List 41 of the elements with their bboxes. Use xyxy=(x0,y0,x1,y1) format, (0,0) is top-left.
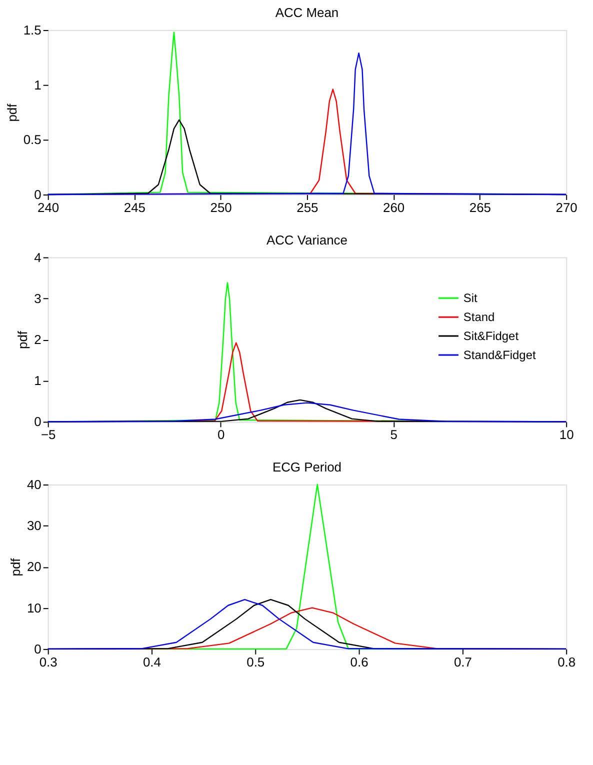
x-tick-label: 5 xyxy=(390,427,398,442)
x-tick-label: 0.5 xyxy=(246,654,265,670)
x-tick-label: 260 xyxy=(383,200,405,215)
x-tick-label: 0.3 xyxy=(39,654,58,670)
x-tick-label: 10 xyxy=(559,427,574,442)
y-tick-label: 3 xyxy=(34,290,42,306)
y-tick-label: 1.5 xyxy=(23,22,42,38)
y-tick-label: 0 xyxy=(34,414,42,430)
chart-title: ACC Mean xyxy=(275,5,339,20)
y-tick-label: 1 xyxy=(34,77,42,92)
x-tick-label: 0.4 xyxy=(142,654,161,670)
y-tick-label: 20 xyxy=(26,559,42,574)
x-tick-label: 0.7 xyxy=(454,654,472,670)
x-tick-label: 255 xyxy=(296,200,318,215)
x-tick-label: −5 xyxy=(40,427,56,442)
y-tick-label: 0 xyxy=(34,641,42,656)
x-tick-label: 250 xyxy=(210,200,232,215)
y-tick-label: 40 xyxy=(26,476,42,492)
x-tick-label: 245 xyxy=(124,200,146,215)
y-tick-label: 10 xyxy=(26,600,42,616)
y-axis-title: pdf xyxy=(15,330,30,349)
y-axis-title: pdf xyxy=(8,558,23,576)
y-tick-label: 30 xyxy=(26,518,42,534)
x-tick-label: 0.8 xyxy=(558,654,576,670)
y-axis-title: pdf xyxy=(4,103,20,122)
legend-label: Stand&Fidget xyxy=(463,348,536,362)
chart-title: ACC Variance xyxy=(266,232,348,248)
y-tick-label: 4 xyxy=(34,250,42,265)
x-tick-label: 270 xyxy=(556,200,578,215)
chart-title: ECG Period xyxy=(272,460,342,475)
legend-label: Sit xyxy=(463,291,478,306)
y-tick-label: 1 xyxy=(34,373,42,388)
x-tick-label: 0 xyxy=(217,427,225,442)
y-tick-label: 0.5 xyxy=(23,132,42,148)
legend-label: Sit&Fidget xyxy=(463,328,520,343)
y-tick-label: 0 xyxy=(34,186,42,202)
x-tick-label: 240 xyxy=(38,200,60,215)
legend-label: Stand xyxy=(463,310,495,324)
y-tick-label: 2 xyxy=(34,332,42,347)
x-tick-label: 0.6 xyxy=(350,654,368,670)
x-tick-label: 265 xyxy=(469,200,492,215)
